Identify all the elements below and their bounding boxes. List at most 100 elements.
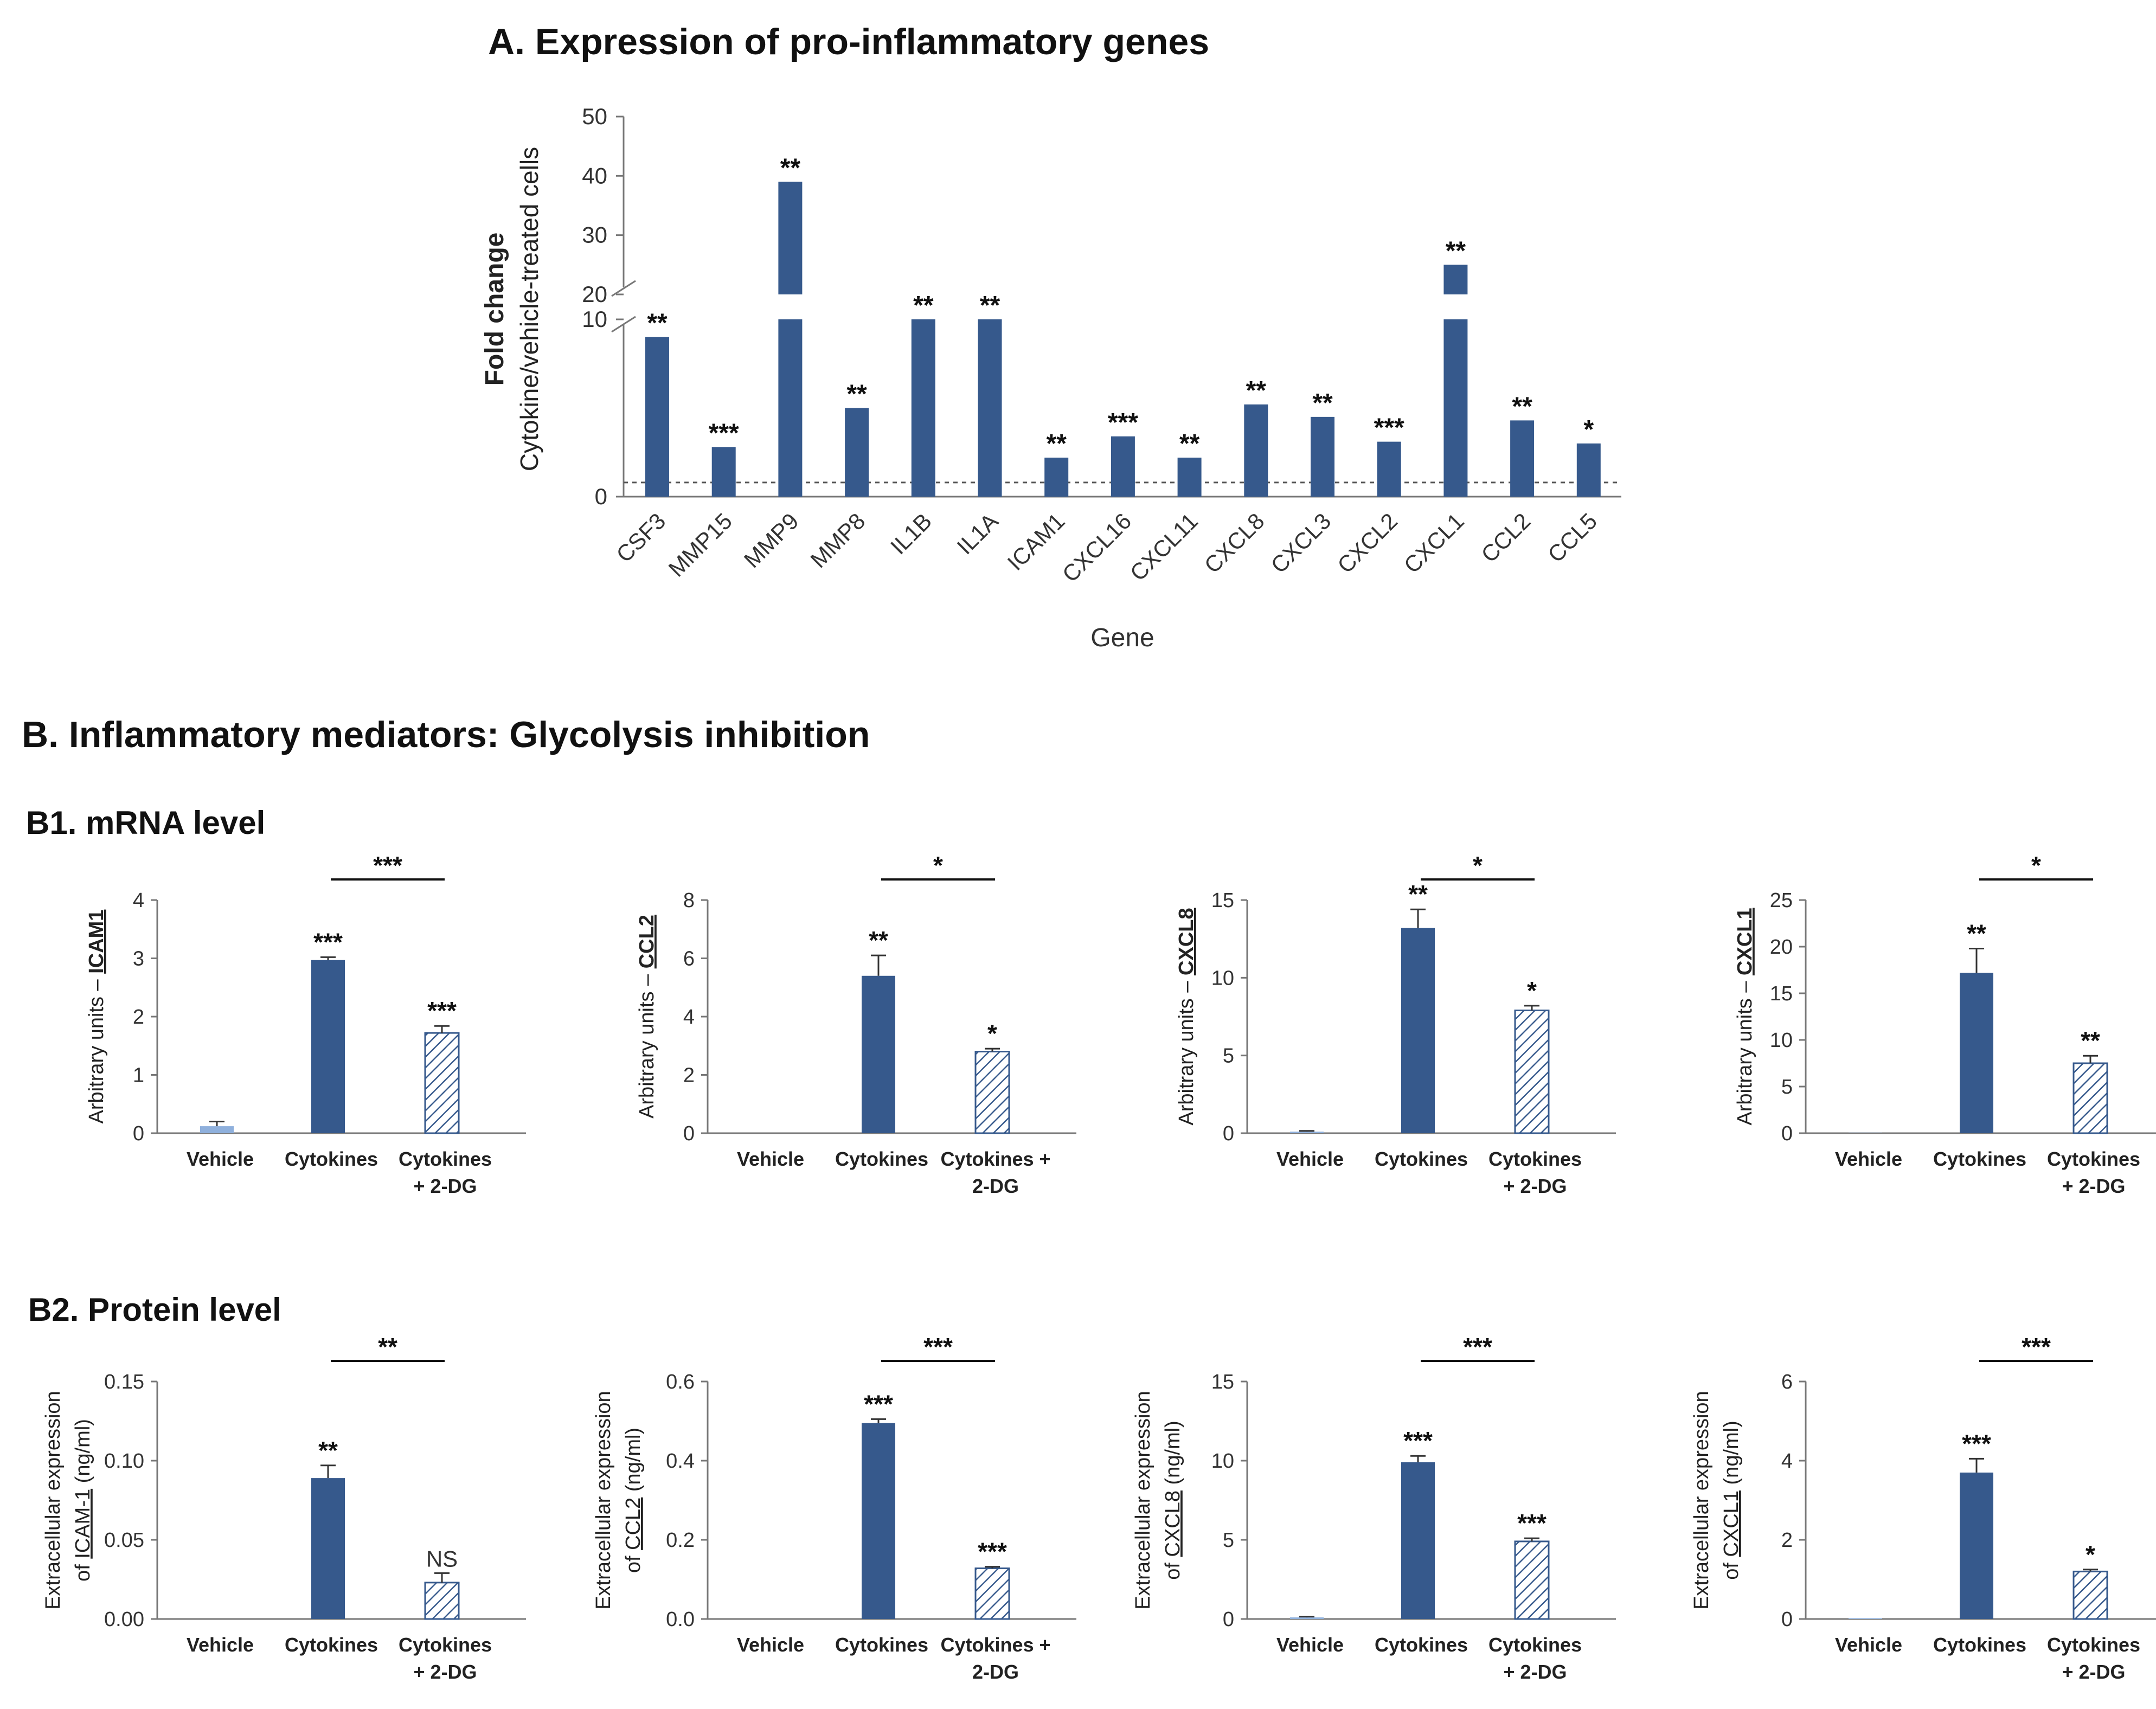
significance-label: ** [780, 153, 801, 182]
bracket-significance: *** [2022, 1333, 2051, 1361]
y-tick-label: 30 [582, 222, 607, 248]
y-tick-label: 6 [683, 948, 695, 971]
y-tick-label: 0 [1223, 1608, 1234, 1631]
significance-label: * [987, 1019, 997, 1048]
x-tick-label: MMP8 [805, 508, 870, 573]
panel-a-title: A. Expression of pro-inflammatory genes [488, 21, 1209, 62]
x-tick-label: Vehicle [187, 1634, 254, 1656]
x-tick-label: CXCL3 [1266, 508, 1336, 578]
significance-label: ** [1246, 376, 1267, 405]
y-tick-label: 8 [683, 889, 695, 912]
chart-b2-icam1: 0.00 0.05 0.10 0.15 Vehicle ** Cytokines NS Cyto… [42, 1333, 526, 1683]
bar-cytokines-2dg [974, 1051, 1010, 1134]
x-tick-label: Cytokines [399, 1634, 492, 1656]
y-tick-label: 20 [582, 281, 607, 307]
significance-label: *** [1962, 1429, 1991, 1457]
x-tick-label: MMP15 [664, 508, 737, 582]
bar-csf3 [645, 337, 669, 497]
bar-ccl5 [1576, 443, 1601, 497]
x-tick-label: CXCL8 [1199, 508, 1269, 578]
y-axis-label-sub: of CXCL1 (ng/ml) [1720, 1421, 1743, 1580]
y-tick-label: 0 [683, 1122, 695, 1145]
x-tick-label: CXCL1 [1399, 508, 1469, 578]
y-axis-label: Arbitrary units – CCL2 [636, 915, 658, 1119]
chart-b1-ccl2: 0 2 4 6 8 Vehicle ** Cytokines * Cytokines + 2-DG *… [636, 851, 1076, 1197]
y-tick-label: 6 [1781, 1371, 1793, 1393]
bar-il1a-lower [978, 319, 1002, 497]
x-tick-label: Cytokines + [940, 1634, 1050, 1656]
y-tick-label: 0 [1781, 1122, 1793, 1145]
y-axis-label-sub: of ICAM-1 (ng/ml) [72, 1419, 94, 1582]
y-axis-label: Extracellular expression [1690, 1391, 1713, 1609]
y-axis-label: Extracellular expression [592, 1391, 615, 1609]
y-tick-label: 2 [683, 1064, 695, 1087]
x-tick-label: Cytokines [1488, 1634, 1582, 1656]
bar-cxcl2 [1377, 441, 1401, 497]
significance-label: ** [2081, 1026, 2100, 1055]
y-axis-label: Arbitrary units – CXCL1 [1734, 908, 1756, 1125]
y-tick-label: 0.2 [666, 1529, 695, 1552]
bar-cxcl3 [1311, 416, 1334, 497]
x-tick-label: + 2-DG [2062, 1175, 2125, 1197]
significance-label: ** [913, 291, 934, 320]
y-tick-label: 4 [1781, 1450, 1793, 1473]
y-axis-label: Arbitrary units – CXCL8 [1175, 908, 1198, 1125]
x-tick-label: Cytokines [2047, 1634, 2140, 1656]
y-axis-label-sub: of CXCL8 (ng/ml) [1162, 1421, 1184, 1580]
x-tick-label: Cytokines [2047, 1148, 2140, 1170]
y-tick-label: 10 [1770, 1029, 1793, 1052]
y-tick-label: 5 [1223, 1529, 1234, 1552]
y-tick-label: 10 [1211, 1450, 1234, 1473]
bar-cytokines [862, 1423, 895, 1619]
y-tick-label: 4 [133, 889, 144, 912]
bar-cytokines [1401, 928, 1435, 1133]
y-axis-label-sub: Cytokine/vehicle-treated cells [515, 147, 543, 471]
y-tick-label: 0.00 [104, 1608, 144, 1631]
chart-b1-cxcl8: 0 5 10 15 Vehicle ** Cytokines * Cytokines + 2-DG… [1175, 851, 1616, 1197]
x-tick-label: Cytokines [1933, 1634, 2026, 1656]
significance-label: ** [869, 926, 888, 954]
chart-b1-cxcl1: 0 5 10 15 20 25 Vehicle ** Cytokines ** Cytokines +… [1734, 851, 2156, 1197]
x-tick-label: + 2-DG [413, 1175, 477, 1197]
y-tick-label: 10 [1211, 967, 1234, 990]
x-tick-label: CSF3 [611, 508, 670, 567]
bar-cytokines [1401, 1462, 1435, 1619]
x-tick-label: + 2-DG [1503, 1661, 1567, 1683]
significance-label: *** [864, 1390, 893, 1418]
y-tick-label: 5 [1781, 1076, 1793, 1098]
bracket-significance: *** [1463, 1333, 1492, 1361]
chart-b1-icam1: 0 1 2 3 4 Vehicle *** Cytokines *** Cytokines + 2-… [85, 851, 526, 1197]
bar-cxcl1-upper [1443, 265, 1468, 294]
x-tick-label: CCL2 [1476, 508, 1535, 567]
x-tick-label: Vehicle [1835, 1148, 1902, 1170]
bar-vehicle [1290, 1617, 1324, 1619]
y-axis-label-sub: of CCL2 (ng/ml) [622, 1428, 645, 1573]
bar-cytokines [1960, 1472, 1993, 1619]
chart-b2-ccl2: 0.0 0.2 0.4 0.6 Vehicle *** Cytokines *** Cytoki… [592, 1333, 1076, 1683]
y-tick-label: 5 [1223, 1045, 1234, 1068]
significance-label: ** [1512, 392, 1532, 421]
significance-label: ** [647, 309, 668, 338]
x-tick-label: IL1A [952, 508, 1003, 559]
significance-label: *** [1517, 1509, 1547, 1537]
significance-label: ** [1312, 389, 1333, 417]
x-tick-label: Cytokines + [940, 1148, 1050, 1170]
chart-b2-cxcl1: 0 2 4 6 Vehicle *** Cytokines * Cytokines + 2-DG *… [1690, 1333, 2156, 1683]
axis-break-mark [611, 316, 636, 333]
bar-cytokines-2dg [1514, 1540, 1550, 1620]
y-tick-label: 0 [133, 1122, 144, 1145]
x-tick-label: Vehicle [1276, 1148, 1344, 1170]
significance-label: ** [846, 380, 867, 409]
significance-label: *** [427, 997, 457, 1025]
bar-cytokines-2dg [2072, 1062, 2108, 1134]
bar-ccl2 [1510, 420, 1535, 497]
bar-mmp15 [711, 447, 736, 497]
y-tick-label: 0 [595, 484, 607, 509]
significance-label: ** [1967, 919, 1986, 947]
y-tick-label: 0.05 [104, 1529, 144, 1552]
x-tick-label: + 2-DG [1503, 1175, 1567, 1197]
significance-label: *** [1374, 414, 1404, 442]
bar-il1b-lower [911, 319, 935, 497]
bar-mmp9-upper [778, 182, 803, 294]
